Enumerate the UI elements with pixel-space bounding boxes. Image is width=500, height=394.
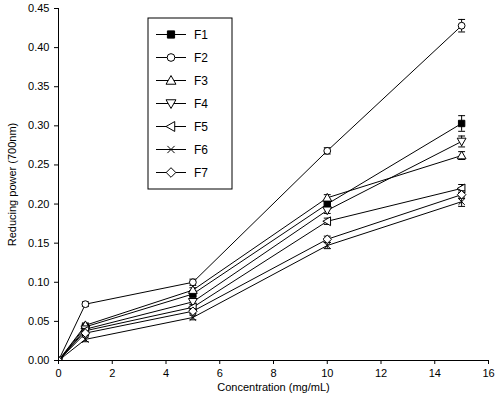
svg-text:0.35: 0.35 (28, 80, 49, 92)
svg-text:0.25: 0.25 (28, 158, 49, 170)
svg-text:F7: F7 (194, 166, 208, 180)
svg-text:0.20: 0.20 (28, 198, 49, 210)
svg-text:F5: F5 (194, 120, 208, 134)
svg-text:0.15: 0.15 (28, 237, 49, 249)
svg-text:0.10: 0.10 (28, 276, 49, 288)
svg-text:F1: F1 (194, 28, 208, 42)
svg-text:14: 14 (429, 367, 441, 379)
svg-text:0.30: 0.30 (28, 119, 49, 131)
svg-text:4: 4 (163, 367, 169, 379)
svg-text:Concentration (mg/mL): Concentration (mg/mL) (217, 381, 330, 393)
svg-text:0.40: 0.40 (28, 41, 49, 53)
svg-text:0.45: 0.45 (28, 2, 49, 14)
svg-text:6: 6 (217, 367, 223, 379)
svg-text:0.05: 0.05 (28, 315, 49, 327)
svg-text:F3: F3 (194, 74, 208, 88)
svg-text:10: 10 (321, 367, 333, 379)
svg-text:F4: F4 (194, 97, 208, 111)
svg-text:16: 16 (482, 367, 494, 379)
svg-text:12: 12 (375, 367, 387, 379)
svg-text:0: 0 (55, 367, 61, 379)
svg-text:2: 2 (109, 367, 115, 379)
svg-text:F6: F6 (194, 143, 208, 157)
svg-text:F2: F2 (194, 51, 208, 65)
svg-text:Reducing power (700nm): Reducing power (700nm) (6, 123, 18, 247)
svg-text:8: 8 (270, 367, 276, 379)
svg-text:0.00: 0.00 (28, 354, 49, 366)
